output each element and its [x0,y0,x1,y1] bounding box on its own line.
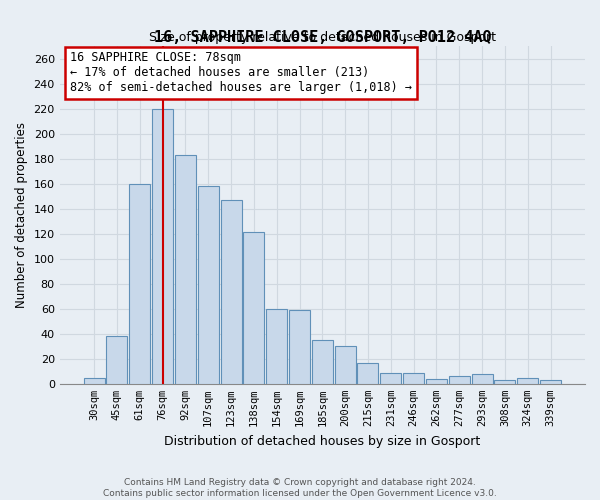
Bar [335,346,356,384]
Bar [152,108,173,384]
Bar [449,376,470,384]
Bar [426,379,447,384]
Bar [289,310,310,384]
Text: 16 SAPPHIRE CLOSE: 78sqm
← 17% of detached houses are smaller (213)
82% of semi-: 16 SAPPHIRE CLOSE: 78sqm ← 17% of detach… [70,51,412,94]
Text: Contains HM Land Registry data © Crown copyright and database right 2024.
Contai: Contains HM Land Registry data © Crown c… [103,478,497,498]
Bar [221,200,242,384]
Bar [197,186,218,384]
Bar [358,362,379,384]
Bar [472,374,493,384]
Y-axis label: Number of detached properties: Number of detached properties [15,122,28,308]
Bar [83,378,104,384]
Bar [380,372,401,384]
X-axis label: Distribution of detached houses by size in Gosport: Distribution of detached houses by size … [164,434,481,448]
Bar [106,336,127,384]
Title: 16, SAPPHIRE CLOSE, GOSPORT, PO12 4AQ: 16, SAPPHIRE CLOSE, GOSPORT, PO12 4AQ [154,30,491,45]
Bar [175,155,196,384]
Text: Size of property relative to detached houses in Gosport: Size of property relative to detached ho… [149,32,496,44]
Bar [403,372,424,384]
Bar [540,380,561,384]
Bar [129,184,150,384]
Bar [266,309,287,384]
Bar [494,380,515,384]
Bar [244,232,265,384]
Bar [312,340,333,384]
Bar [517,378,538,384]
